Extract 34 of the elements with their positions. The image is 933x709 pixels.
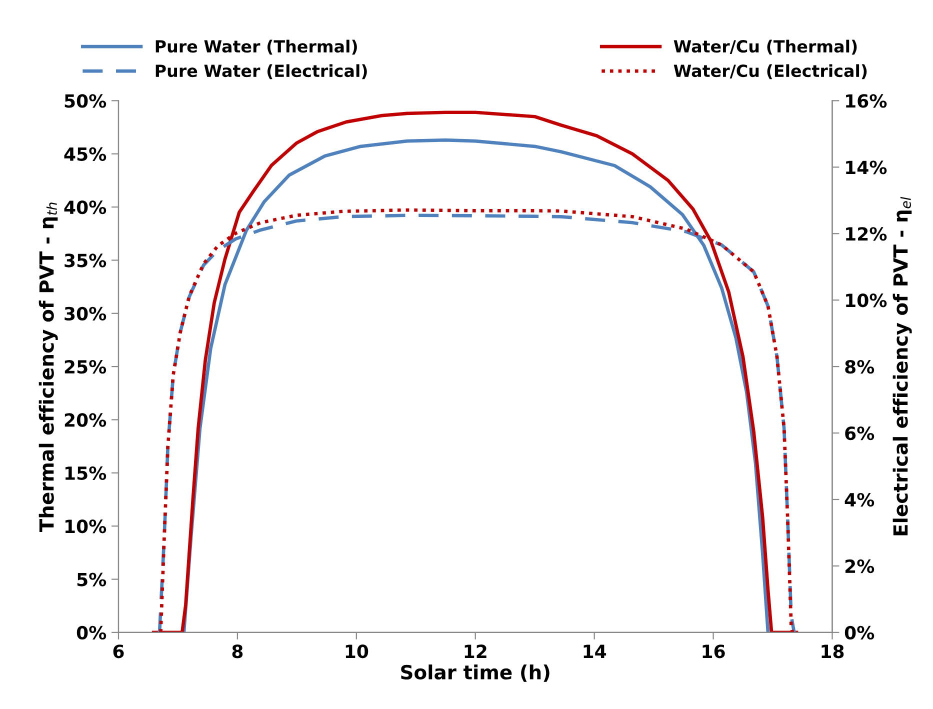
y2-tick-label: 16% bbox=[846, 94, 887, 108]
x-tick-label: 16 bbox=[702, 644, 725, 658]
y2-tick-label: 6% bbox=[845, 426, 874, 440]
y2-tick-label: 14% bbox=[846, 160, 887, 174]
y-tick-label: 0% bbox=[76, 626, 106, 640]
legend-label: Pure Water (Thermal) bbox=[156, 40, 357, 55]
legend-label: Pure Water (Electrical) bbox=[156, 64, 367, 80]
y-tick-label: 25% bbox=[64, 360, 106, 374]
y-tick-label: 5% bbox=[77, 572, 106, 586]
y-tick-label: 10% bbox=[66, 520, 106, 534]
y2-tick-label: 2% bbox=[845, 559, 874, 574]
y2-tick-label: 4% bbox=[844, 492, 874, 507]
x-tick-label: 18 bbox=[822, 644, 844, 658]
y-tick-label: 15% bbox=[66, 466, 106, 480]
y-tick-label: 35% bbox=[64, 254, 106, 268]
y-tick-label: 20% bbox=[64, 413, 106, 427]
y-tick-label: 40% bbox=[64, 200, 106, 214]
legend-label: Water/Cu (Electrical) bbox=[674, 64, 867, 80]
x-tick-label: 12 bbox=[464, 644, 486, 658]
x-axis-title: Solar time (h) bbox=[401, 664, 550, 682]
y2-tick-label: 10% bbox=[846, 294, 887, 308]
y2-tick-label: 0% bbox=[844, 626, 874, 640]
y-tick-label: 50% bbox=[64, 94, 106, 108]
y-tick-label: 30% bbox=[64, 306, 106, 320]
y2-axis-title: Electrical efficiency of PVT - η$_{el}$ bbox=[892, 196, 912, 536]
y2-tick-label: 12% bbox=[846, 227, 887, 241]
legend-label: Water/Cu (Thermal) bbox=[674, 40, 857, 55]
x-tick-label: 8 bbox=[232, 644, 243, 658]
y-axis-title: Thermal efficiency of PVT - η$_{th}$ bbox=[38, 202, 58, 532]
y-tick-label: 45% bbox=[64, 147, 106, 161]
y2-tick-label: 8% bbox=[845, 360, 874, 374]
x-tick-label: 6 bbox=[113, 644, 124, 658]
x-tick-label: 14 bbox=[584, 644, 606, 658]
x-tick-label: 10 bbox=[346, 644, 368, 658]
